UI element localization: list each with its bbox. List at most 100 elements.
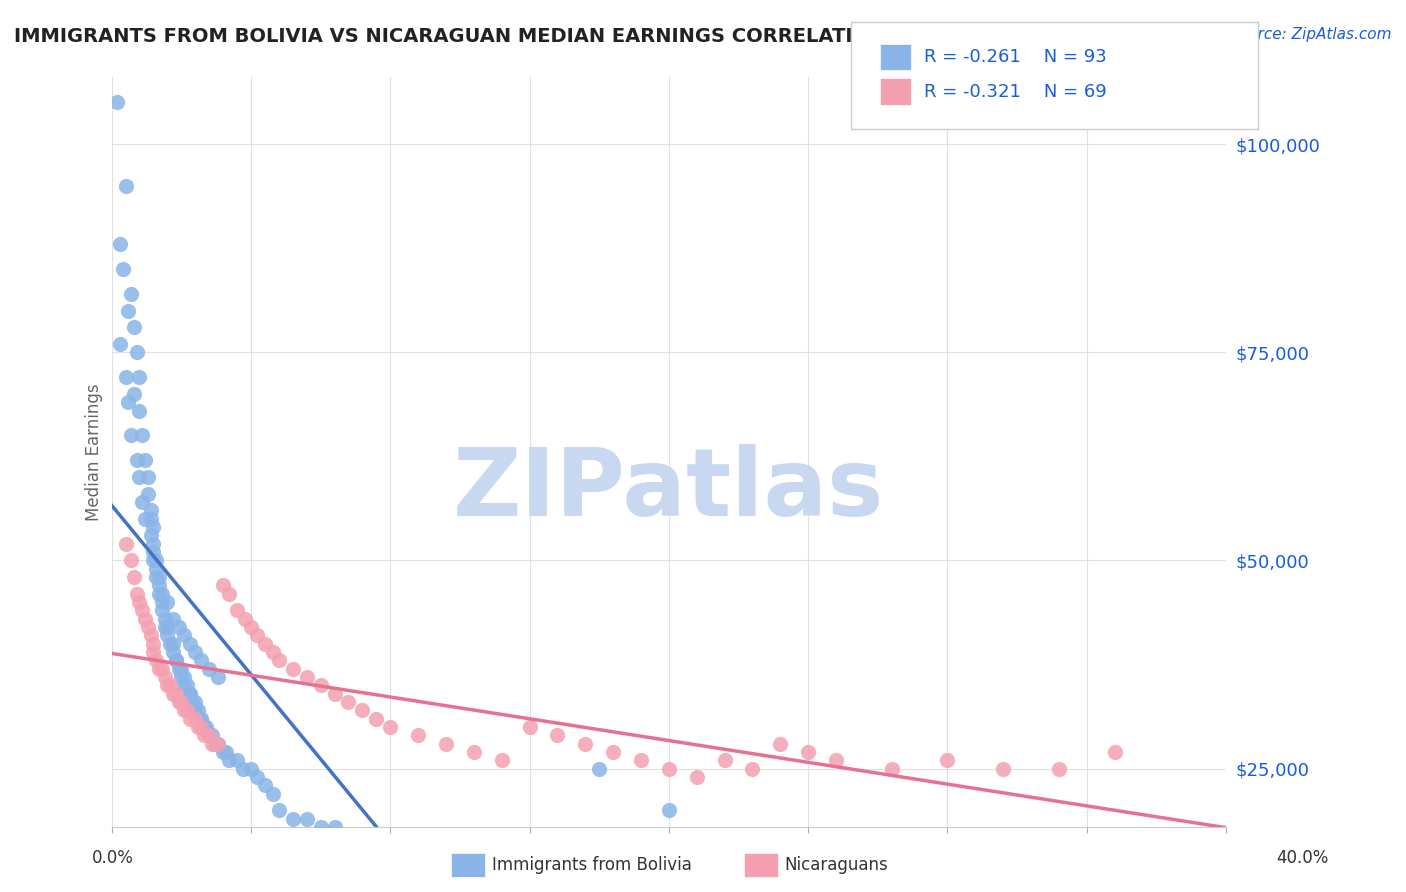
Point	[245, 628, 267, 642]
Point	[167, 620, 190, 634]
Y-axis label: Median Earnings: Median Earnings	[86, 384, 103, 521]
Point	[128, 370, 150, 384]
Point	[131, 428, 153, 442]
Point	[114, 370, 136, 384]
Point	[142, 645, 165, 659]
Point	[148, 570, 170, 584]
Point	[108, 337, 131, 351]
Point	[434, 737, 457, 751]
Point	[181, 695, 204, 709]
Point	[207, 737, 229, 751]
Point	[187, 720, 209, 734]
Point	[114, 537, 136, 551]
Point	[658, 762, 681, 776]
Point	[352, 703, 374, 717]
Text: Immigrants from Bolivia: Immigrants from Bolivia	[492, 856, 692, 874]
Point	[602, 745, 624, 759]
Point	[179, 687, 201, 701]
Point	[201, 737, 224, 751]
Point	[139, 528, 162, 542]
Point	[176, 678, 198, 692]
Text: ZIPatlas: ZIPatlas	[453, 443, 884, 535]
Point	[281, 812, 304, 826]
Point	[880, 762, 903, 776]
Point	[936, 753, 959, 767]
Point	[309, 820, 332, 834]
Point	[145, 653, 167, 667]
Point	[198, 728, 221, 742]
Point	[184, 695, 207, 709]
Point	[239, 762, 262, 776]
Point	[519, 720, 541, 734]
Point	[769, 737, 792, 751]
Point	[262, 787, 284, 801]
Point	[142, 545, 165, 559]
Point	[323, 820, 346, 834]
Point	[159, 678, 181, 692]
Point	[173, 678, 195, 692]
Point	[658, 803, 681, 817]
Point	[713, 753, 735, 767]
Point	[145, 570, 167, 584]
Point	[167, 695, 190, 709]
Point	[215, 745, 238, 759]
Point	[120, 553, 142, 567]
Point	[136, 470, 159, 484]
Point	[179, 687, 201, 701]
Point	[207, 670, 229, 684]
Point	[1047, 762, 1070, 776]
Point	[125, 453, 148, 467]
Point	[226, 603, 249, 617]
Point	[179, 712, 201, 726]
Point	[207, 737, 229, 751]
Point	[337, 695, 360, 709]
Point	[139, 503, 162, 517]
Point	[150, 587, 173, 601]
Point	[142, 637, 165, 651]
Point	[165, 653, 187, 667]
Point	[491, 753, 513, 767]
Point	[825, 753, 848, 767]
Point	[136, 487, 159, 501]
Text: Nicaraguans: Nicaraguans	[785, 856, 889, 874]
Point	[245, 770, 267, 784]
Point	[150, 662, 173, 676]
Point	[173, 628, 195, 642]
Point	[173, 703, 195, 717]
Point	[173, 670, 195, 684]
Point	[145, 553, 167, 567]
Point	[170, 695, 193, 709]
Point	[108, 237, 131, 252]
Point	[281, 662, 304, 676]
Point	[204, 737, 226, 751]
Point	[295, 670, 318, 684]
Point	[295, 812, 318, 826]
Point	[134, 512, 156, 526]
Point	[125, 345, 148, 359]
Point	[184, 645, 207, 659]
Point	[546, 728, 568, 742]
Point	[117, 395, 139, 409]
Point	[323, 687, 346, 701]
Point	[139, 628, 162, 642]
Point	[170, 662, 193, 676]
Point	[128, 595, 150, 609]
Point	[105, 95, 128, 110]
Point	[741, 762, 763, 776]
Point	[380, 720, 402, 734]
Point	[198, 662, 221, 676]
Point	[179, 637, 201, 651]
Point	[212, 578, 235, 592]
Point	[993, 762, 1015, 776]
Point	[159, 637, 181, 651]
Point	[184, 712, 207, 726]
Point	[253, 778, 276, 792]
Point	[162, 612, 184, 626]
Point	[187, 703, 209, 717]
Point	[198, 728, 221, 742]
Point	[253, 637, 276, 651]
Point	[142, 553, 165, 567]
Point	[232, 762, 254, 776]
Point	[148, 662, 170, 676]
Point	[686, 770, 709, 784]
